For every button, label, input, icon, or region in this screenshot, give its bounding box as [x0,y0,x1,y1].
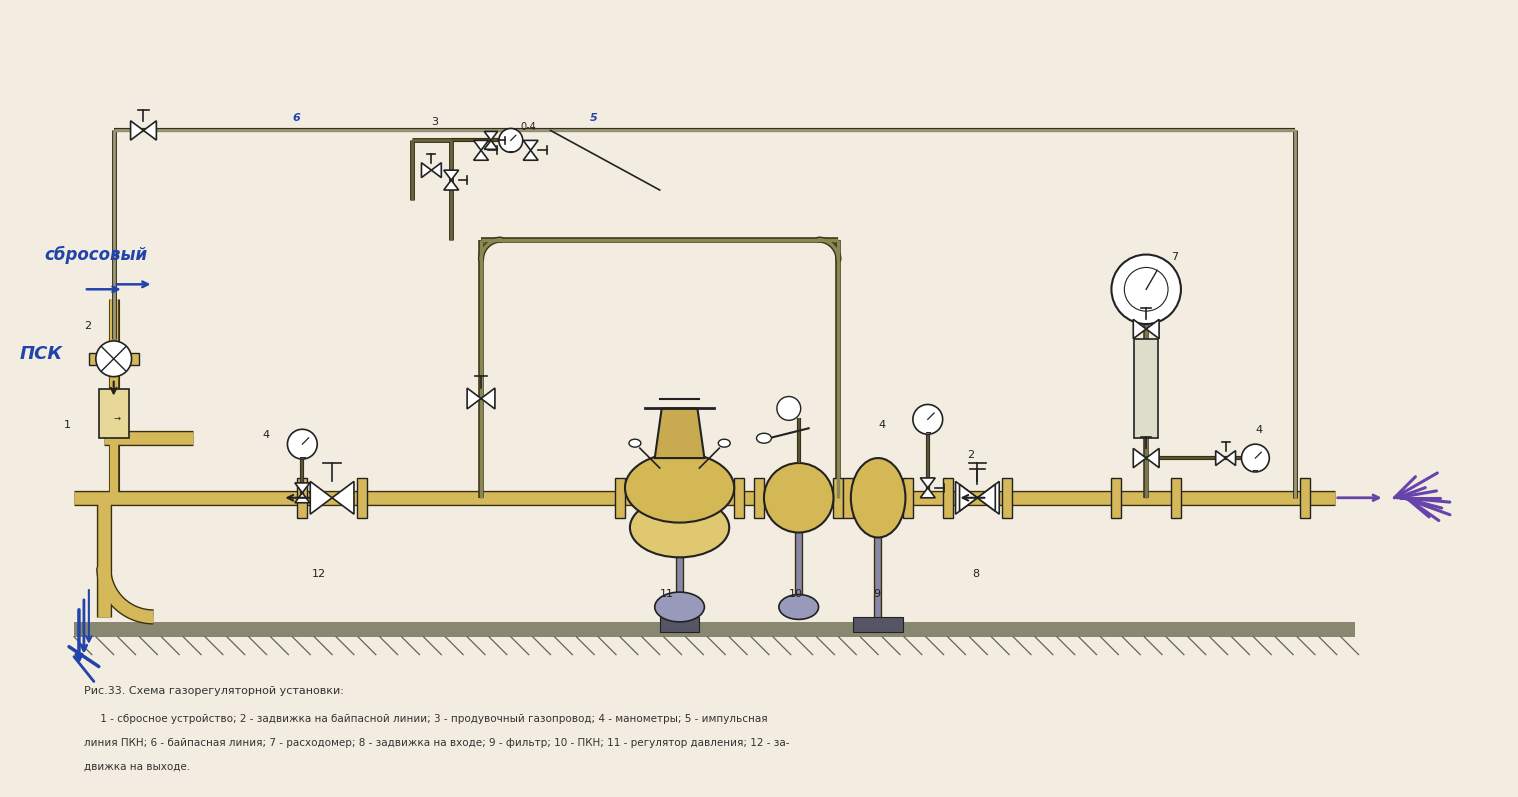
Text: 1 - сбросное устройство; 2 - задвижка на байпасной линии; 3 - продувочный газопр: 1 - сбросное устройство; 2 - задвижка на… [83,714,768,724]
Polygon shape [1216,450,1225,465]
Bar [1299,478,1310,517]
Bar [844,478,853,517]
Ellipse shape [764,463,833,532]
Text: 1: 1 [64,420,71,430]
Text: 10: 10 [789,589,803,599]
Text: 6: 6 [293,112,301,123]
Text: линия ПКН; 6 - байпасная линия; 7 - расходомер; 8 - задвижка на входе; 9 - фильт: линия ПКН; 6 - байпасная линия; 7 - расх… [83,738,789,748]
Ellipse shape [850,458,905,537]
Polygon shape [955,481,978,514]
Polygon shape [920,488,935,498]
Polygon shape [474,140,489,151]
Bar [298,478,307,517]
Polygon shape [484,140,498,149]
Ellipse shape [779,595,818,619]
Text: 0-4: 0-4 [521,123,536,132]
Ellipse shape [654,592,704,622]
Bar [1111,478,1122,517]
Bar [357,478,367,517]
Circle shape [912,404,943,434]
Text: 8: 8 [973,569,979,579]
Bar [735,478,744,517]
Ellipse shape [756,434,771,443]
Bar [1134,339,1158,438]
Bar [74,622,1354,637]
Polygon shape [1146,320,1160,339]
Circle shape [1111,254,1181,324]
Text: 4: 4 [1255,426,1263,435]
Polygon shape [131,121,144,140]
Polygon shape [443,180,458,190]
Bar [833,478,844,517]
Polygon shape [294,493,310,503]
Polygon shape [524,140,537,151]
Text: Рис.33. Схема газорегуляторной установки:: Рис.33. Схема газорегуляторной установки… [83,686,343,697]
Text: 7: 7 [1170,252,1178,261]
Polygon shape [443,171,458,180]
Polygon shape [920,478,935,488]
Ellipse shape [625,453,735,523]
Polygon shape [294,483,310,493]
Text: 4: 4 [877,420,885,430]
Bar [754,478,764,517]
Polygon shape [524,151,537,160]
Polygon shape [332,481,354,514]
Text: →: → [114,414,120,423]
Polygon shape [1134,449,1146,468]
Polygon shape [959,485,978,511]
Text: сбросовый: сбросовый [44,245,147,264]
Polygon shape [978,481,999,514]
Ellipse shape [630,498,729,557]
Text: 12: 12 [313,569,326,579]
Bar [853,617,903,632]
Text: движка на выходе.: движка на выходе. [83,762,190,771]
Bar [615,478,625,517]
Polygon shape [654,408,704,458]
Text: 2: 2 [83,321,91,331]
Polygon shape [474,151,489,160]
Polygon shape [1134,320,1146,339]
Polygon shape [1146,449,1160,468]
Ellipse shape [628,439,641,447]
Text: 9: 9 [873,589,880,599]
Bar [943,478,953,517]
Circle shape [777,397,800,420]
Circle shape [287,430,317,459]
Circle shape [96,341,132,377]
Polygon shape [310,481,332,514]
Text: 3: 3 [431,117,439,128]
Polygon shape [468,388,481,409]
Bar [1170,478,1181,517]
Circle shape [1242,444,1269,472]
Bar [99,389,129,438]
Ellipse shape [718,439,730,447]
Bar [903,478,912,517]
Polygon shape [144,121,156,140]
Bar [90,353,138,365]
Polygon shape [978,485,996,511]
Bar [660,617,700,632]
Text: 4: 4 [263,430,270,440]
Text: 5: 5 [591,112,598,123]
Text: 11: 11 [660,589,674,599]
Polygon shape [484,132,498,140]
Polygon shape [431,163,442,178]
Polygon shape [422,163,431,178]
Polygon shape [1225,450,1236,465]
Text: ПСК: ПСК [20,345,62,363]
Circle shape [499,128,522,152]
Bar [1002,478,1013,517]
Polygon shape [481,388,495,409]
Text: 2: 2 [967,450,975,460]
